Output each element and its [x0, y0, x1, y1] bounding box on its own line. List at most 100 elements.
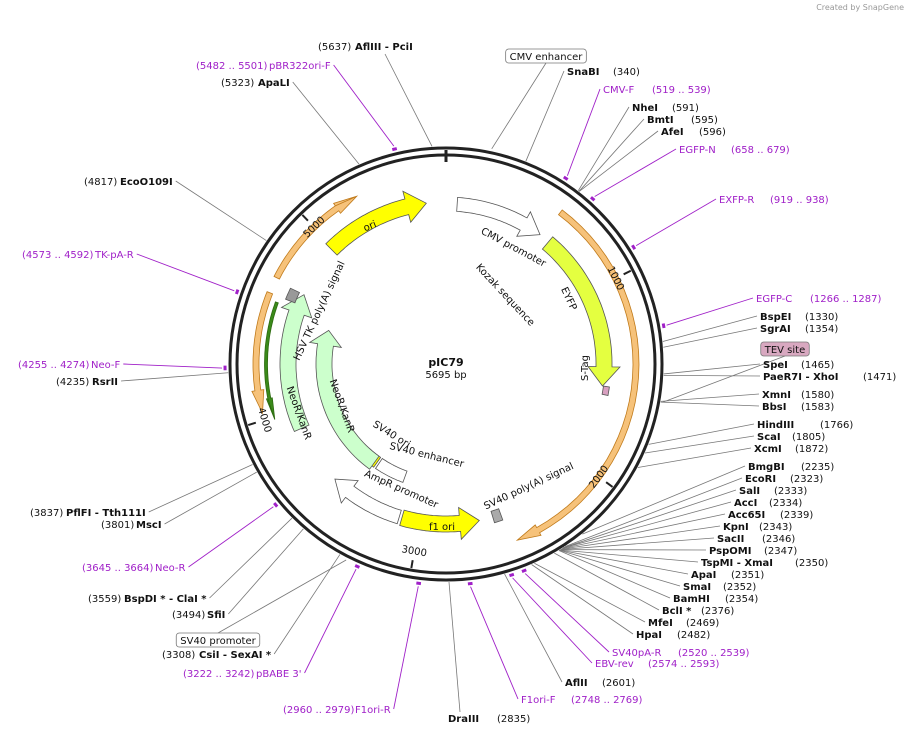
- ruler-label: 1000: [605, 265, 626, 293]
- leader-line: [148, 464, 253, 513]
- primer-name: EXFP-R: [719, 195, 754, 206]
- primer-name: CMV-F: [603, 85, 634, 96]
- leader-line: [525, 70, 565, 162]
- enzyme-name: PflFI - Tth111I: [66, 508, 146, 519]
- leader-line: [228, 528, 304, 615]
- enzyme-name: MscI: [136, 520, 162, 531]
- site-position: (2334): [769, 498, 802, 509]
- primer-name: pBABE 3': [256, 669, 302, 680]
- feature-label: Kozak sequence: [473, 262, 536, 329]
- site-position: (2350): [795, 558, 828, 569]
- leader-line: [559, 549, 681, 587]
- leader-line: [561, 525, 721, 550]
- primer-mark: [467, 581, 473, 586]
- site-position: (3494): [172, 610, 205, 621]
- leader-line: [560, 537, 715, 550]
- feature-label: EYFP: [558, 286, 578, 313]
- primer-range: (519 .. 539): [652, 85, 711, 96]
- primer-mark: [521, 568, 527, 573]
- ruler-tick: [247, 421, 257, 426]
- leader-line: [563, 489, 737, 549]
- primer-mark: [416, 581, 422, 586]
- enzyme-name: SgrAI: [760, 324, 791, 335]
- leader-line: [209, 517, 293, 599]
- feature-label: S-Tag: [580, 355, 591, 381]
- primer-name: EGFP-N: [679, 145, 716, 156]
- site-position: (5323): [221, 78, 254, 89]
- enzyme-name: PaeR7I - XhoI: [763, 372, 839, 383]
- leader-line: [660, 401, 760, 407]
- leader-line: [531, 564, 634, 635]
- enzyme-name: SpeI: [763, 360, 788, 371]
- primer-range: (3645 .. 3664): [82, 563, 154, 574]
- site-position: (4235): [56, 377, 89, 388]
- enzyme-name: ApaI: [691, 570, 716, 581]
- enzyme-name: HpaI: [636, 630, 662, 641]
- site-position: (1580): [801, 390, 834, 401]
- primer-mark: [589, 196, 596, 202]
- site-position: (1471): [863, 372, 896, 383]
- s-tag-mark: [601, 385, 610, 396]
- ori-arrow: [325, 190, 427, 256]
- enzyme-name: SfiI: [207, 610, 225, 621]
- enzyme-name: CsiI - SexAI *: [199, 650, 272, 661]
- primer-line: [666, 297, 754, 326]
- feature-label: f1 ori: [429, 522, 455, 533]
- leader-line: [273, 554, 341, 655]
- leader-line: [491, 62, 547, 150]
- enzyme-name: BclI *: [662, 606, 692, 617]
- leader-line: [121, 372, 229, 382]
- site-position: (2339): [780, 510, 813, 521]
- enzyme-name: AflII: [565, 678, 588, 689]
- site-position: (3559): [88, 594, 121, 605]
- enzyme-name: TspMI - XmaI: [701, 558, 773, 569]
- leader-line: [662, 355, 786, 403]
- feature-label: ori: [362, 219, 378, 234]
- enzyme-name: AflIII - PciI: [355, 42, 413, 53]
- leader-line: [534, 562, 646, 623]
- leader-line: [559, 549, 699, 563]
- leader-line: [504, 573, 563, 683]
- primer-range: (5482 .. 5501): [196, 61, 268, 72]
- site-position: (2351): [731, 570, 764, 581]
- enzyme-name: BamHI: [673, 594, 710, 605]
- site-position: (3837): [30, 508, 63, 519]
- cmv-promoter-arrow: [456, 196, 541, 237]
- primer-line: [136, 253, 235, 292]
- primer-line: [524, 573, 610, 653]
- leader-line: [384, 53, 433, 147]
- primer-mark: [661, 323, 666, 329]
- ruler-tick: [605, 481, 614, 488]
- site-position: (340): [613, 67, 640, 78]
- leader-line: [562, 501, 732, 549]
- enzyme-name: SalI: [739, 486, 760, 497]
- neo-inner-arrow: [308, 329, 380, 470]
- site-position: (2835): [497, 714, 530, 725]
- primer-mark: [562, 175, 569, 181]
- leader-line: [175, 180, 267, 241]
- leader-line: [577, 106, 630, 191]
- leader-line: [582, 465, 746, 535]
- ruler-label: 4000: [255, 406, 273, 434]
- leader-line: [578, 130, 659, 192]
- primer-name: EBV-rev: [595, 659, 634, 670]
- site-position: (1872): [795, 444, 828, 455]
- enzyme-name: AfeI: [661, 127, 684, 138]
- site-position: (2235): [801, 462, 834, 473]
- primer-line: [188, 506, 274, 568]
- site-position: (2601): [602, 678, 635, 689]
- enzyme-name: BspDI * - ClaI *: [124, 594, 207, 605]
- site-position: (1330): [805, 312, 838, 323]
- leader-line: [561, 513, 726, 549]
- primer-range: (919 .. 938): [770, 195, 829, 206]
- primer-range: (658 .. 679): [731, 145, 790, 156]
- f1-ori-arrow: [399, 506, 480, 541]
- boxed-feature-label: CMV enhancer: [510, 52, 584, 63]
- site-position: (1354): [805, 324, 838, 335]
- primer-name: TK-pA-R: [94, 250, 134, 261]
- enzyme-name: EcoRI: [745, 474, 776, 485]
- enzyme-name: ApaLI: [258, 78, 290, 89]
- primer-range: (4255 .. 4274): [18, 360, 90, 371]
- enzyme-name: PspOMI: [709, 546, 751, 557]
- enzyme-name: BspEI: [760, 312, 791, 323]
